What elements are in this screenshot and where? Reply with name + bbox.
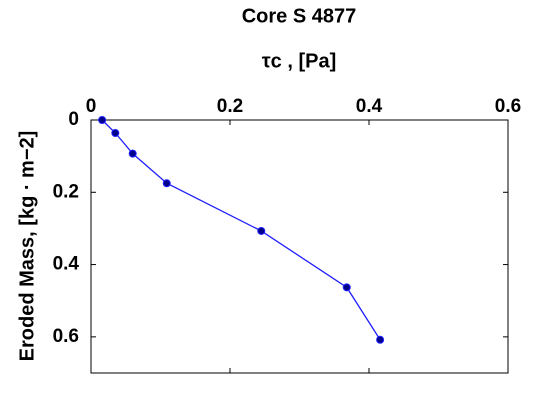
x-axis-label: τc , [Pa] <box>262 50 337 72</box>
x-tick-label: 0.2 <box>217 96 243 117</box>
x-tick-label: 0.4 <box>356 96 383 117</box>
y-tick-label: 0.6 <box>53 326 79 347</box>
x-tick-label: 0 <box>86 96 97 117</box>
y-axis-label: Eroded Mass, [kg · m−2] <box>16 131 38 362</box>
data-point <box>128 149 137 158</box>
y-tick-label: 0.2 <box>53 181 79 202</box>
y-tick-label: 0.4 <box>53 254 80 275</box>
data-point <box>257 226 266 235</box>
x-tick-label: 0.6 <box>495 96 521 117</box>
data-point <box>342 283 351 292</box>
plot-frame <box>90 119 509 374</box>
data-point <box>376 335 385 344</box>
data-point <box>162 179 171 188</box>
data-point <box>111 129 120 138</box>
chart-title: Core S 4877 <box>242 5 357 27</box>
y-tick-label: 0 <box>68 109 79 130</box>
data-point <box>98 116 107 124</box>
